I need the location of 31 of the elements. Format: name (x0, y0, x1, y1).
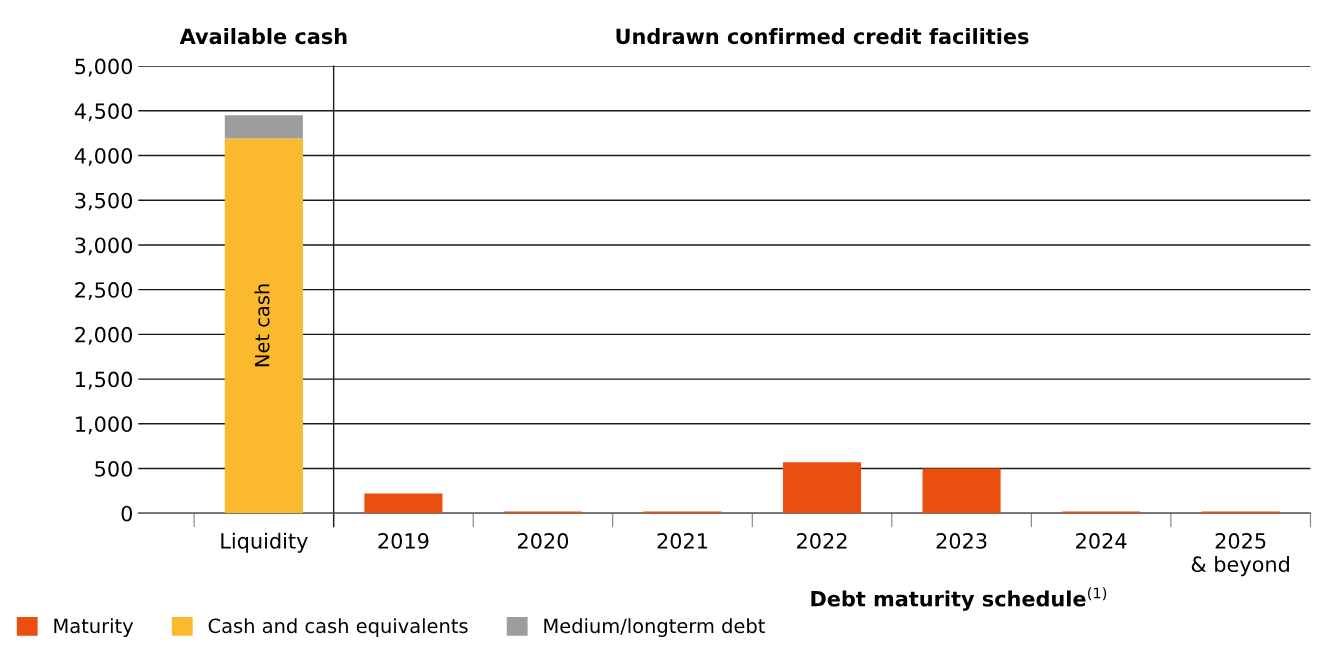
y-tick-label: 2,500 (75, 282, 133, 300)
y-tick-label: 5,000 (75, 58, 133, 77)
legend-label: Cash and cash equivalents (208, 618, 468, 637)
y-tick-label: 3,000 (75, 237, 133, 256)
text: Undrawn confirmed credit facilities (616, 28, 1029, 45)
x-tick-label: 2021 (657, 533, 708, 549)
y-tick-label: 0 (121, 505, 133, 522)
x-axis-title: Debt maturity schedule$^{(1)}$ (811, 587, 1107, 611)
x-tick-label: 2019 (378, 533, 429, 549)
legend-label: Maturity (54, 618, 134, 637)
y-tick-label: 4,000 (74, 147, 133, 166)
x-tick-label: 2024 (1076, 533, 1127, 549)
bar (364, 493, 443, 514)
bar (922, 468, 1001, 514)
bar (224, 138, 303, 514)
y-tick-label: 2,000 (75, 326, 133, 345)
bar (782, 462, 862, 514)
x-tick-label: 2023 (936, 533, 987, 549)
y-tick-label: 4,500 (74, 103, 133, 122)
x-tick-label: Liquidity (221, 532, 308, 553)
annotation: Net cash (254, 284, 270, 367)
y-tick-label: 1,000 (76, 416, 133, 435)
x-tick-label: 2020 (517, 533, 569, 549)
text: Available cash (179, 28, 347, 45)
y-tick-label: 3,500 (75, 192, 133, 211)
legend-label: Medium/longterm debt (544, 618, 765, 637)
x-tick-label: 2022 (797, 533, 847, 549)
x-tick-label: 2025 & beyond (1191, 533, 1289, 577)
bar (224, 115, 303, 139)
y-tick-label: 500 (95, 460, 133, 477)
y-tick-label: 1,500 (76, 371, 133, 390)
